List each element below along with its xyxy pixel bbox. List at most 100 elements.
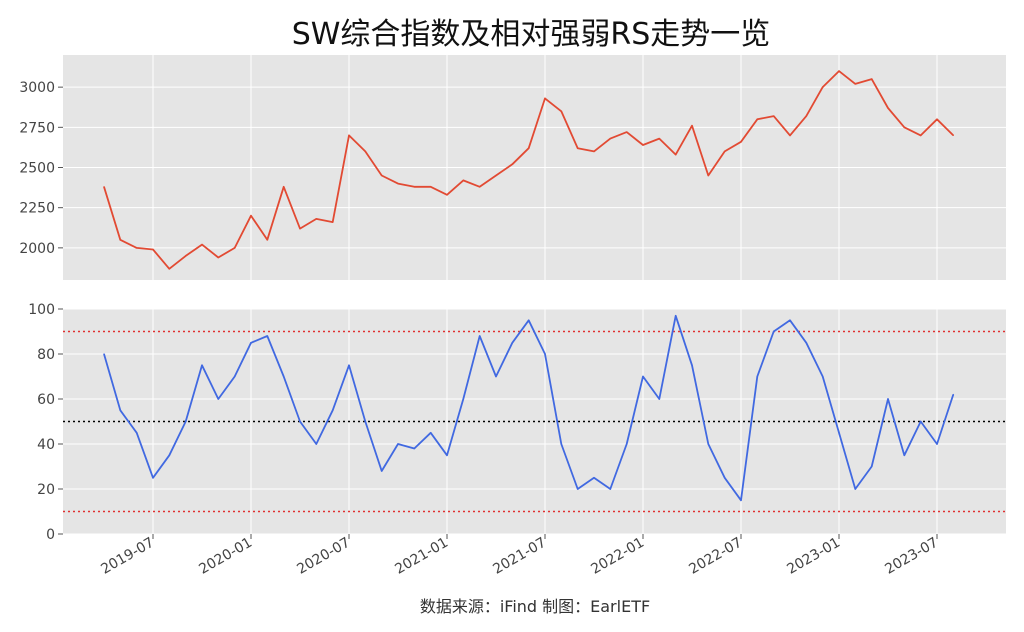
y-tick-label: 40 (37, 437, 55, 453)
y-tick-label: 60 (37, 392, 55, 408)
data-point (593, 150, 595, 153)
data-point (805, 342, 807, 344)
data-point (789, 134, 791, 136)
data-point (920, 420, 922, 423)
data-point (952, 393, 954, 396)
data-point (446, 454, 448, 456)
data-point (560, 110, 562, 112)
data-point (691, 364, 693, 366)
rs-y-axis: 0 20 40 60 80 100 (28, 302, 63, 543)
data-point (560, 443, 562, 445)
data-point (511, 342, 513, 344)
price-y-axis: 2000 2250 2500 2750 3000 (19, 80, 63, 257)
data-point (609, 488, 611, 490)
data-point (364, 150, 366, 153)
data-point (544, 353, 546, 355)
data-point (675, 154, 677, 156)
y-tick-label: 2500 (19, 161, 55, 177)
data-point (838, 70, 840, 72)
data-point (266, 239, 268, 241)
data-point (822, 86, 824, 88)
data-point (217, 256, 219, 259)
data-point (462, 398, 464, 400)
x-axis: 2019-07 2020-01 2020-07 2021-01 2021-07 2022-… (98, 534, 941, 578)
data-point (168, 454, 170, 456)
data-point (756, 375, 758, 378)
data-point (740, 141, 742, 143)
data-point (626, 131, 628, 133)
data-point (283, 375, 285, 378)
data-point (528, 147, 530, 149)
y-tick-label: 2750 (19, 120, 55, 136)
data-point (691, 125, 693, 127)
data-point (707, 174, 709, 177)
data-point (103, 186, 105, 188)
data-point (658, 137, 660, 140)
data-point (658, 398, 660, 400)
data-point (152, 477, 154, 479)
x-tick-label: 2019-07 (98, 535, 157, 578)
data-point (299, 420, 301, 423)
data-point (315, 218, 317, 220)
x-tick-label: 2021-07 (490, 535, 549, 578)
data-point (675, 315, 677, 317)
data-point (626, 443, 628, 445)
data-point (838, 432, 840, 434)
data-point (119, 409, 121, 411)
data-point (773, 115, 775, 117)
data-point (479, 335, 481, 337)
data-point (528, 319, 530, 321)
data-point (462, 179, 464, 181)
data-point (266, 335, 268, 337)
data-point (789, 319, 791, 321)
data-point (577, 147, 579, 149)
data-point (773, 330, 775, 333)
chart-title: SW综合指数及相对强弱RS走势一览 (292, 17, 771, 52)
y-tick-label: 3000 (19, 80, 55, 96)
data-point (348, 134, 350, 136)
data-point (577, 488, 579, 490)
data-point (250, 342, 252, 344)
data-point (920, 134, 922, 136)
data-point (250, 215, 252, 217)
data-point (397, 443, 399, 445)
data-point (609, 137, 611, 140)
data-point (707, 443, 709, 445)
data-point (593, 477, 595, 479)
data-point (103, 353, 105, 355)
rs-series (103, 314, 955, 502)
data-point (724, 150, 726, 153)
data-point (642, 144, 644, 146)
data-point (887, 398, 889, 400)
data-point (413, 186, 415, 188)
x-tick-label: 2020-07 (294, 535, 353, 578)
data-point (185, 255, 187, 257)
data-point (332, 409, 334, 411)
data-point (511, 163, 513, 165)
data-point (185, 420, 187, 423)
data-point (201, 364, 203, 366)
data-point (887, 107, 889, 109)
y-tick-label: 80 (37, 347, 55, 363)
data-point (805, 115, 807, 117)
price-panel-grid (63, 55, 1006, 280)
data-point (217, 398, 219, 400)
data-point (234, 375, 236, 378)
data-point (936, 443, 938, 445)
data-point (201, 244, 203, 246)
source-note: 数据来源：iFind 制图：EarlETF (420, 597, 650, 616)
data-point (430, 432, 432, 434)
data-point (413, 447, 415, 450)
data-point (495, 375, 497, 378)
y-tick-label: 20 (37, 482, 55, 498)
data-point (871, 465, 873, 468)
x-tick-label: 2023-07 (882, 535, 941, 578)
data-point (642, 375, 644, 378)
data-point (332, 221, 334, 223)
data-point (299, 227, 301, 230)
x-tick-label: 2022-01 (588, 535, 647, 578)
price-series (103, 70, 954, 270)
data-point (119, 239, 121, 241)
data-point (397, 182, 399, 185)
